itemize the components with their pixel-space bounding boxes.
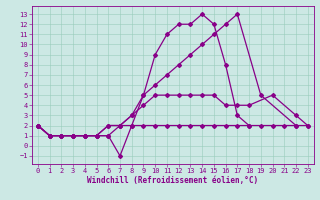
- X-axis label: Windchill (Refroidissement éolien,°C): Windchill (Refroidissement éolien,°C): [87, 176, 258, 185]
